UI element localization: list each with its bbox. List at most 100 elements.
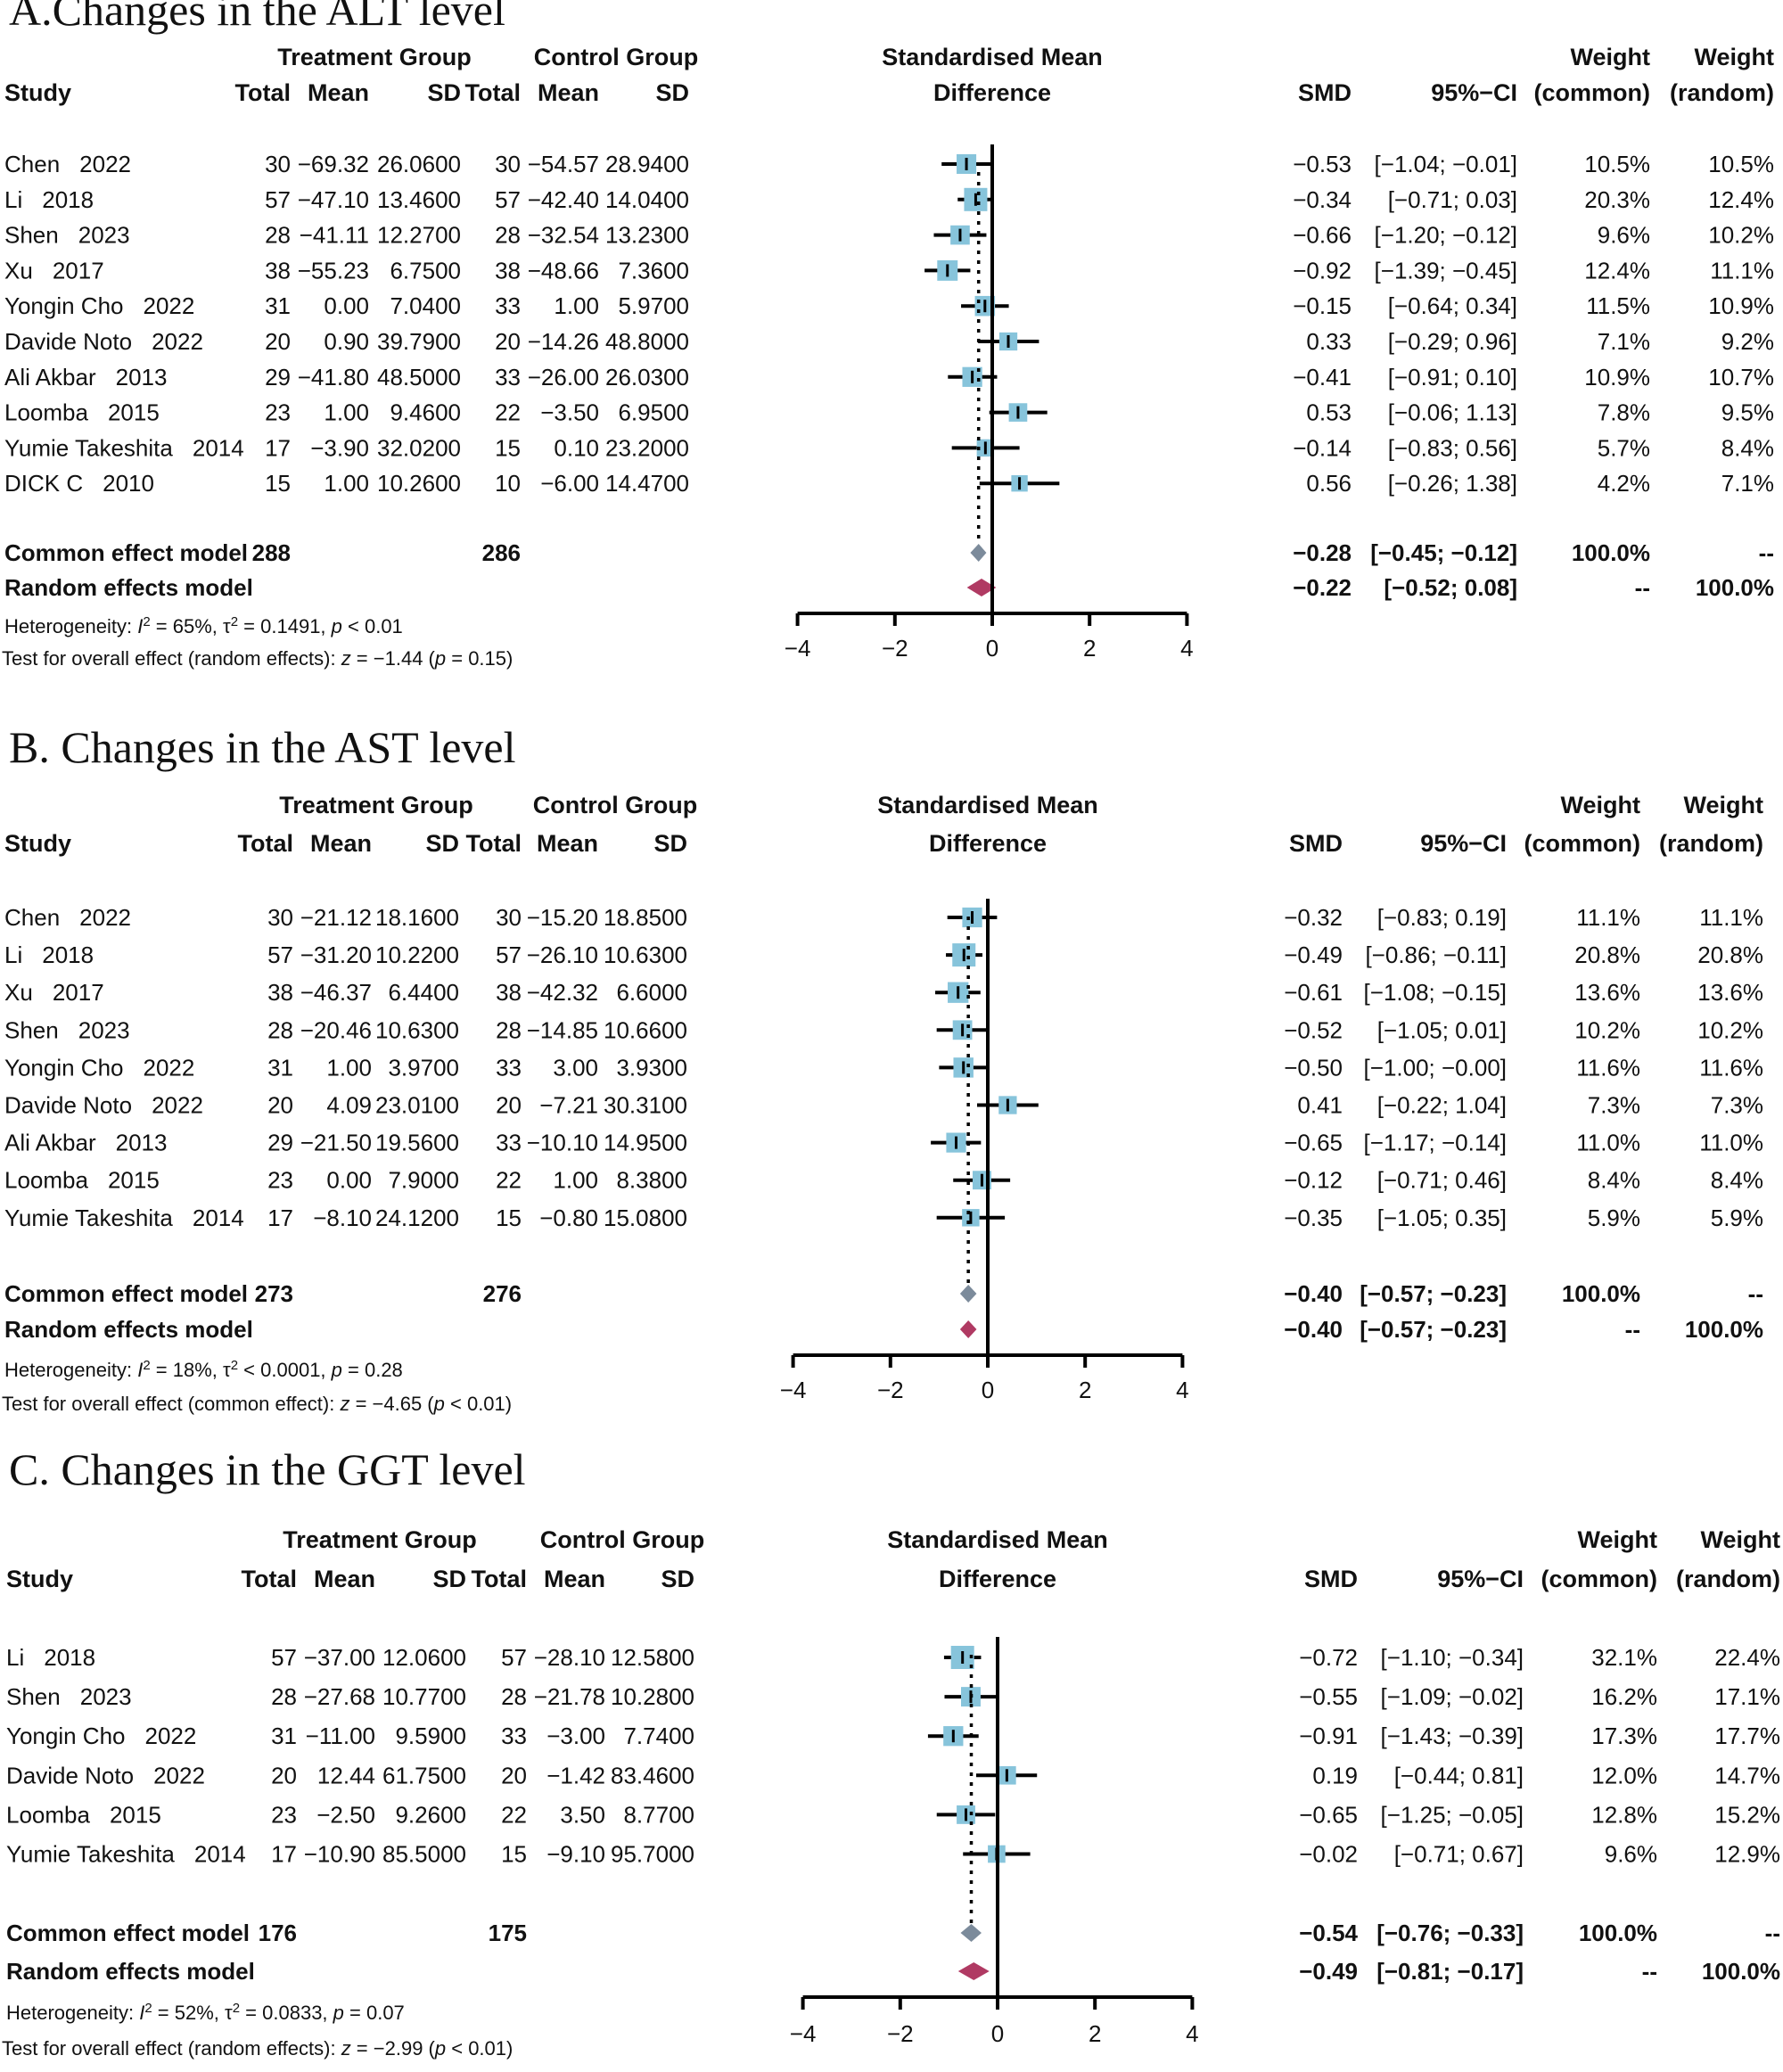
cell-weight-random: 5.9% xyxy=(1711,1205,1763,1231)
cell-c-sd: 12.5800 xyxy=(611,1644,694,1671)
study-name: Ali Akbar 2013 xyxy=(4,1130,167,1156)
cell-weight-random: 8.4% xyxy=(1721,434,1774,461)
study-name: Davide Noto 2022 xyxy=(4,1092,203,1119)
x-tick-label: 0 xyxy=(991,2020,1004,2047)
cell-ci: [−0.29; 0.96] xyxy=(1388,328,1517,355)
cell-t-total: 31 xyxy=(271,1723,297,1749)
common-weight-random: -- xyxy=(1748,1280,1763,1307)
study-name: Xu 2017 xyxy=(4,979,104,1006)
cell-weight-random: 10.2% xyxy=(1697,1016,1763,1043)
cell-t-mean: 4.09 xyxy=(326,1092,372,1119)
cell-ci: [−1.08; −0.15] xyxy=(1364,979,1507,1006)
study-name: Yongin Cho 2022 xyxy=(4,1054,194,1081)
cell-t-total: 17 xyxy=(267,1205,293,1231)
common-effect-diamond xyxy=(959,1285,977,1303)
cell-weight-common: 16.2% xyxy=(1591,1683,1657,1710)
cell-smd: −0.91 xyxy=(1299,1723,1358,1749)
cell-ci: [−1.09; −0.02] xyxy=(1381,1683,1524,1710)
study-name: Shen 2023 xyxy=(6,1683,132,1710)
cell-c-total: 57 xyxy=(501,1644,527,1671)
cell-weight-random: 15.2% xyxy=(1714,1801,1780,1828)
cell-t-sd: 26.0600 xyxy=(377,151,461,177)
cell-t-total: 17 xyxy=(271,1841,297,1868)
cell-t-sd: 10.2600 xyxy=(377,470,461,497)
cell-t-total: 31 xyxy=(267,1054,293,1081)
random-effect-row: Random effects model −0.49 [−0.81; −0.17] -… xyxy=(6,1958,1780,1985)
study-name: Yongin Cho 2022 xyxy=(6,1723,196,1749)
control-group-header: Control Group xyxy=(540,1526,704,1553)
cell-c-total: 15 xyxy=(501,1841,527,1868)
cell-t-total: 29 xyxy=(265,364,291,391)
cell-c-mean: −48.66 xyxy=(528,257,599,284)
cell-c-total: 33 xyxy=(496,1130,522,1156)
weight-random-header: Weight xyxy=(1695,44,1775,70)
cell-t-mean: −27.68 xyxy=(304,1683,375,1710)
cell-c-total: 57 xyxy=(495,186,521,213)
random-model-label: Random effects model xyxy=(6,1958,255,1985)
cell-smd: −0.52 xyxy=(1284,1016,1343,1043)
cell-t-mean: 1.00 xyxy=(326,1054,372,1081)
smd-title-line2: Difference xyxy=(939,1566,1056,1592)
cell-c-total: 22 xyxy=(496,1167,522,1194)
cell-t-sd: 18.1600 xyxy=(375,904,459,931)
cell-smd: −0.32 xyxy=(1284,904,1343,931)
cell-ci: [−1.05; 0.01] xyxy=(1377,1016,1507,1043)
study-name: Xu 2017 xyxy=(4,257,104,284)
cell-t-total: 57 xyxy=(271,1644,297,1671)
study-name: Li 2018 xyxy=(4,941,94,968)
weight-common-header: Weight xyxy=(1561,792,1641,818)
cell-weight-common: 20.8% xyxy=(1574,941,1640,968)
weight-random-subheader: (random) xyxy=(1659,830,1763,857)
weight-random-header: Weight xyxy=(1684,792,1764,818)
random-ci: [−0.81; −0.17] xyxy=(1376,1958,1524,1985)
cell-c-sd: 6.6000 xyxy=(616,979,687,1006)
cell-c-mean: −14.85 xyxy=(527,1016,598,1043)
random-effect-diamond xyxy=(959,1320,977,1338)
study-name: Ali Akbar 2013 xyxy=(4,364,167,391)
control-group-header: Control Group xyxy=(534,44,698,70)
x-tick-label: 2 xyxy=(1089,2020,1101,2047)
cell-weight-random: 8.4% xyxy=(1711,1167,1763,1194)
common-model-label: Common effect model xyxy=(4,539,248,566)
cell-weight-random: 17.7% xyxy=(1714,1723,1780,1749)
treatment-group-header: Treatment Group xyxy=(277,44,472,70)
control-group-header: Control Group xyxy=(533,792,697,818)
study-column-header: Study xyxy=(6,1566,73,1592)
treatment-group-header: Treatment Group xyxy=(279,792,473,818)
cell-weight-common: 9.6% xyxy=(1598,222,1650,249)
cell-c-mean: −15.20 xyxy=(527,904,598,931)
cell-weight-common: 10.5% xyxy=(1584,151,1650,177)
common-smd: −0.40 xyxy=(1284,1280,1343,1307)
cell-weight-common: 12.0% xyxy=(1591,1762,1657,1788)
cell-c-mean: 1.00 xyxy=(554,292,599,319)
study-row: Li 2018 57 −31.20 10.2200 57 −26.10 10.6300 −0.4… xyxy=(4,941,1763,968)
cell-weight-common: 12.8% xyxy=(1591,1801,1657,1828)
common-weight-random: -- xyxy=(1759,539,1774,566)
cell-c-sd: 10.6300 xyxy=(604,941,687,968)
cell-weight-common: 17.3% xyxy=(1591,1723,1657,1749)
cell-c-mean: −42.32 xyxy=(527,979,598,1006)
cell-t-sd: 10.6300 xyxy=(375,1016,459,1043)
cell-c-mean: −7.21 xyxy=(539,1092,598,1119)
overall-effect-text: Test for overall effect (common effect):… xyxy=(2,1393,512,1415)
cell-weight-random: 12.9% xyxy=(1714,1841,1780,1868)
cell-c-total: 57 xyxy=(496,941,522,968)
cell-weight-random: 7.3% xyxy=(1711,1092,1763,1119)
cell-smd: −0.49 xyxy=(1284,941,1343,968)
common-control-total: 286 xyxy=(482,539,521,566)
cell-t-total: 23 xyxy=(265,399,291,426)
study-row: Shen 2023 28 −27.68 10.7700 28 −21.78 10.2800 −0… xyxy=(6,1683,1780,1710)
cell-weight-common: 5.9% xyxy=(1588,1205,1640,1231)
smd-title-line1: Standardised Mean xyxy=(887,1526,1108,1553)
cell-weight-random: 10.7% xyxy=(1708,364,1774,391)
cell-c-total: 33 xyxy=(496,1054,522,1081)
cell-c-total: 20 xyxy=(501,1762,527,1788)
total-column-header: Total xyxy=(466,830,522,857)
cell-smd: −0.92 xyxy=(1293,257,1352,284)
study-row: Yumie Takeshita 2014 17 −10.90 85.5000 15 −9.1… xyxy=(6,1841,1780,1868)
smd-column-header: SMD xyxy=(1304,1566,1358,1592)
cell-weight-common: 7.8% xyxy=(1598,399,1650,426)
mean-column-header: Mean xyxy=(538,79,599,106)
cell-ci: [−0.64; 0.34] xyxy=(1388,292,1517,319)
cell-c-total: 28 xyxy=(496,1016,522,1043)
